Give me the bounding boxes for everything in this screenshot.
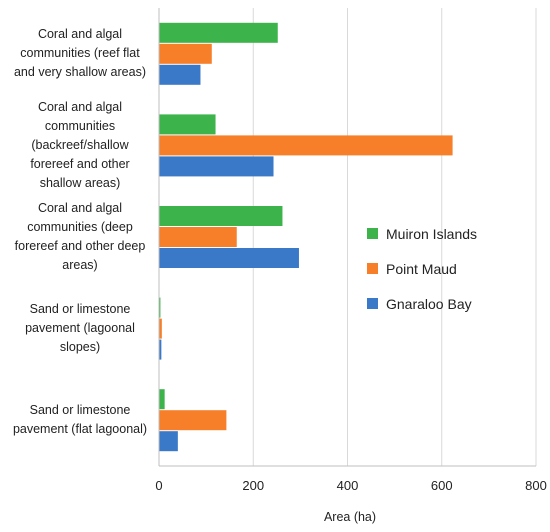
category-label-1-line-2: communities (reef flat (20, 46, 140, 61)
bar-point-maud-cat-4 (159, 318, 162, 339)
bar-point-maud-cat-3 (159, 227, 237, 247)
bar-gnaraloo-bay-cat-5 (159, 431, 178, 452)
category-label-1-line-3: and very shallow areas) (13, 65, 146, 80)
category-label-4-line-1: Sand or limestone (29, 302, 131, 317)
category-label-2-line-2: communities (44, 118, 116, 133)
category-label-3-line-4: areas) (62, 258, 98, 272)
legend-swatch-muiron (367, 228, 378, 239)
legend-swatch-point-maud (367, 263, 378, 274)
category-label-3-line-3: forereef and other deep (14, 239, 146, 253)
category-label-4-line-2: pavement (lagoonal (25, 321, 135, 336)
bar-muiron-islands-cat-1 (159, 22, 278, 43)
legend-label-gnaraloo: Gnaraloo Bay (386, 295, 472, 312)
category-label-4-line-3: slopes) (59, 340, 101, 355)
legend-item-gnaraloo: Gnaraloo Bay (367, 286, 477, 321)
bar-point-maud-cat-5 (159, 410, 227, 431)
bar-gnaraloo-bay-cat-4 (159, 339, 162, 360)
bar-gnaraloo-bay-cat-3 (159, 248, 299, 268)
category-label-5: Sand or limestone pavement (flat lagoonal… (5, 401, 155, 439)
x-tick-label-200: 200 (242, 478, 264, 493)
bar-muiron-islands-cat-2 (159, 114, 216, 135)
bar-point-maud-cat-1 (159, 43, 212, 64)
category-label-2-line-1: Coral and algal (37, 99, 123, 114)
category-label-2-line-3: (backreef/shallow (31, 137, 129, 152)
bar-point-maud-cat-2 (159, 135, 453, 156)
gridlines (252, 8, 537, 466)
x-axis-label: Area (ha) (323, 510, 377, 524)
axes (158, 8, 536, 467)
legend: Muiron Islands Point Maud Gnaraloo Bay (367, 216, 477, 321)
category-label-1-line-1: Coral and algal (37, 27, 123, 42)
bar-gnaraloo-bay-cat-1 (159, 64, 201, 85)
x-tick-label-0: 0 (155, 478, 162, 493)
x-tick-label-800: 800 (525, 478, 547, 493)
category-label-3-line-2: communities (deep (27, 220, 133, 234)
x-tick-label-600: 600 (431, 478, 453, 493)
category-label-5-line-2: pavement (flat lagoonal) (12, 422, 148, 437)
category-label-5-line-1: Sand or limestone (29, 403, 131, 418)
category-label-2-line-5: shallow areas) (39, 175, 121, 190)
legend-item-point-maud: Point Maud (367, 251, 477, 286)
category-label-3: Coral and algal communities (deep forereef… (5, 199, 155, 275)
bar-muiron-islands-cat-4 (159, 297, 161, 318)
bars (159, 22, 453, 452)
bar-muiron-islands-cat-5 (159, 389, 165, 410)
bar-gnaraloo-bay-cat-2 (159, 156, 274, 177)
x-tick-label-400: 400 (337, 478, 359, 493)
category-label-1: Coral and algal communities (reef flat and… (5, 25, 155, 82)
bar-muiron-islands-cat-3 (159, 206, 283, 226)
category-label-2: Coral and algal communities (backreef/shal… (5, 98, 155, 193)
legend-label-point-maud: Point Maud (386, 260, 457, 277)
legend-swatch-gnaraloo (367, 298, 378, 309)
category-label-2-line-4: forereef and other (30, 156, 130, 171)
category-label-4: Sand or limestone pavement (lagoonal slope… (5, 300, 155, 357)
legend-label-muiron: Muiron Islands (386, 225, 478, 242)
category-label-3-line-1: Coral and algal (37, 201, 123, 215)
legend-item-muiron: Muiron Islands (367, 216, 477, 251)
x-tick-labels: 0 200 400 600 800 (155, 478, 546, 493)
